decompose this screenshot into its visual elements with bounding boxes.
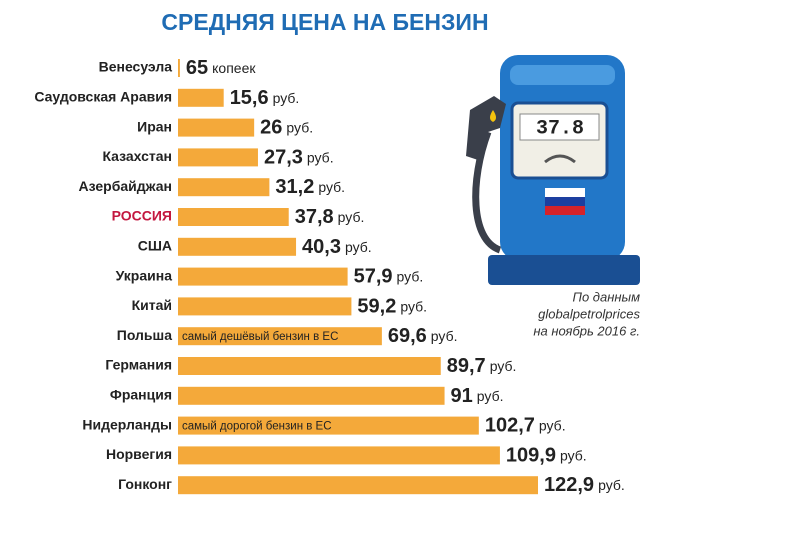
annotation: самый дешёвый бензин в ЕС <box>182 331 338 343</box>
value-unit: руб. <box>397 268 424 284</box>
bar <box>178 88 224 107</box>
category-label: Украина <box>116 267 173 283</box>
drop <box>490 110 496 122</box>
category-label: Иран <box>137 118 172 134</box>
value-label: 109,9 руб. <box>506 445 587 467</box>
category-label: Китай <box>132 297 172 313</box>
value-label: 40,3 руб. <box>302 236 372 258</box>
category-label: США <box>138 238 172 254</box>
display-window <box>519 113 600 141</box>
value-unit: руб. <box>400 298 427 314</box>
bar <box>178 208 289 226</box>
value-number: 69,6 <box>388 325 427 347</box>
bar <box>178 59 180 77</box>
nozzle <box>466 96 506 160</box>
gauge <box>544 154 576 164</box>
value-unit: руб. <box>345 239 372 255</box>
bar <box>178 386 445 405</box>
value-label: 26 руб. <box>260 117 313 139</box>
value-number: 27,3 <box>264 147 303 169</box>
pump-display-value: 37.8 <box>536 117 584 140</box>
category-label: Гонконг <box>118 476 172 492</box>
value-number: 65 <box>186 57 208 79</box>
value-unit: руб. <box>338 209 365 225</box>
value-number: 37,8 <box>295 206 334 228</box>
category-label: Германия <box>105 357 172 373</box>
category-label: Саудовская Аравия <box>34 89 172 105</box>
pump-illustration <box>466 55 640 285</box>
value-unit: руб. <box>560 447 587 463</box>
value-unit: копеек <box>212 60 256 76</box>
value-label: 15,6 руб. <box>230 87 300 109</box>
value-unit: руб. <box>273 90 300 106</box>
category-label: РОССИЯ <box>112 208 172 224</box>
value-label: 59,2 руб. <box>357 296 427 318</box>
bar <box>178 327 382 346</box>
value-number: 15,6 <box>230 87 269 109</box>
bar <box>178 267 348 286</box>
category-label: Норвегия <box>106 446 172 462</box>
flag-red <box>545 206 585 215</box>
value-label: 57,9 руб. <box>354 266 424 288</box>
flag-white <box>545 188 585 197</box>
pump-base <box>488 255 640 285</box>
value-number: 109,9 <box>506 445 556 467</box>
bar <box>178 297 352 316</box>
category-label: Нидерланды <box>82 416 172 432</box>
bar <box>178 178 270 197</box>
category-label: Польша <box>117 327 172 343</box>
value-label: 91 руб. <box>451 385 504 407</box>
value-unit: руб. <box>431 328 458 344</box>
bar <box>178 416 479 435</box>
flag-blue <box>545 197 585 206</box>
value-label: 69,6 руб. <box>388 325 458 347</box>
value-label: 89,7 руб. <box>447 355 517 377</box>
chart-title: СРЕДНЯЯ ЦЕНА НА БЕНЗИН <box>161 9 488 35</box>
value-label: 102,7 руб. <box>485 415 566 437</box>
value-number: 102,7 <box>485 415 535 437</box>
value-number: 91 <box>451 385 473 407</box>
value-unit: руб. <box>318 179 345 195</box>
category-label: Азербайджан <box>79 178 173 194</box>
category-label: Казахстан <box>102 148 172 164</box>
value-number: 40,3 <box>302 236 341 258</box>
bar <box>178 357 441 375</box>
value-unit: руб. <box>539 417 566 433</box>
bar <box>178 476 538 495</box>
category-label: Венесуэла <box>99 59 173 75</box>
value-number: 57,9 <box>354 266 393 288</box>
value-label: 37,8 руб. <box>295 206 365 228</box>
value-unit: руб. <box>490 358 517 374</box>
bar <box>178 148 258 167</box>
hose <box>472 130 502 254</box>
bar <box>178 118 255 137</box>
value-number: 59,2 <box>357 296 396 318</box>
source-note: globalpetrolprices <box>538 306 640 321</box>
source-note: на ноябрь 2016 г. <box>533 323 640 338</box>
category-label: Франция <box>110 387 172 403</box>
bar <box>178 237 297 256</box>
pump-top <box>510 65 615 85</box>
value-unit: руб. <box>598 477 625 493</box>
bar <box>178 446 500 465</box>
source-note: По данным <box>573 289 641 304</box>
value-unit: руб. <box>286 119 313 135</box>
value-unit: руб. <box>477 388 504 404</box>
value-label: 122,9 руб. <box>544 474 625 496</box>
value-number: 26 <box>260 117 282 139</box>
value-number: 122,9 <box>544 474 594 496</box>
value-number: 31,2 <box>275 176 314 198</box>
value-unit: руб. <box>307 149 334 165</box>
value-label: 31,2 руб. <box>275 176 345 198</box>
value-number: 89,7 <box>447 355 486 377</box>
value-label: 27,3 руб. <box>264 147 334 169</box>
annotation: самый дорогой бензин в ЕС <box>182 421 332 433</box>
value-label: 65 копеек <box>186 57 256 79</box>
